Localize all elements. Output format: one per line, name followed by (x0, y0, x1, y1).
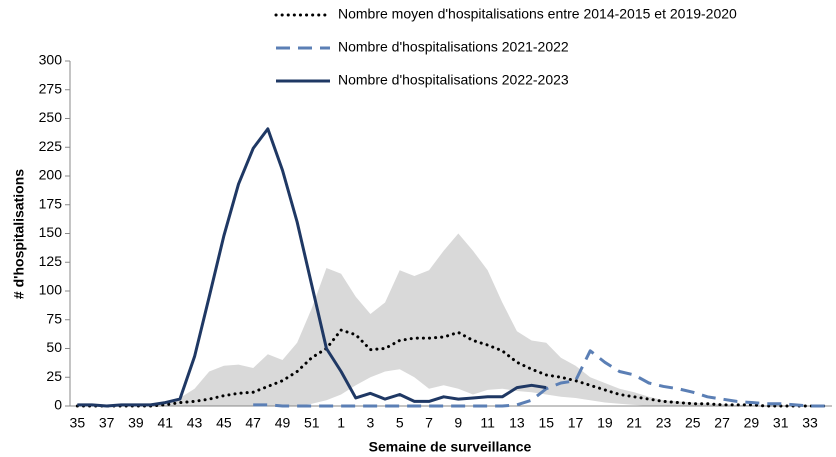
y-tick-label: 300 (39, 52, 63, 68)
x-tick-label: 31 (773, 415, 789, 431)
y-tick-label: 250 (39, 109, 63, 125)
x-tick-label: 41 (157, 415, 173, 431)
x-tick-label: 39 (128, 415, 144, 431)
x-tick-label: 19 (597, 415, 613, 431)
x-tick-label: 13 (509, 415, 525, 431)
x-tick-label: 7 (425, 415, 433, 431)
series-line (253, 349, 825, 408)
x-tick-label: 11 (480, 415, 495, 431)
x-tick-label: 5 (396, 415, 404, 431)
x-tick-label: 33 (802, 415, 818, 431)
legend-label: Nombre d'hospitalisations 2022-2023 (338, 72, 569, 88)
y-tick-label: 225 (39, 138, 63, 154)
x-tick-label: 51 (304, 415, 320, 431)
x-tick-label: 37 (99, 415, 115, 431)
x-tick-label: 17 (568, 415, 584, 431)
x-tick-label: 1 (337, 415, 345, 431)
y-tick-label: 0 (54, 397, 62, 413)
y-tick-label: 275 (39, 80, 63, 96)
range-band (77, 233, 825, 406)
x-tick-label: 21 (626, 415, 642, 431)
x-tick-label: 23 (656, 415, 672, 431)
x-tick-label: 47 (245, 415, 261, 431)
x-axis-label: Semaine de surveillance (369, 439, 532, 455)
y-tick-label: 25 (46, 368, 62, 384)
y-tick-label: 175 (39, 195, 63, 211)
x-tick-label: 3 (367, 415, 375, 431)
y-tick-label: 150 (39, 224, 63, 240)
x-tick-label: 45 (216, 415, 232, 431)
legend-label: Nombre moyen d'hospitalisations entre 20… (338, 6, 737, 22)
x-tick-label: 29 (744, 415, 760, 431)
x-tick-label: 25 (685, 415, 701, 431)
x-tick-label: 15 (538, 415, 554, 431)
y-tick-label: 75 (46, 310, 62, 326)
legend-label: Nombre d'hospitalisations 2021-2022 (338, 39, 569, 55)
y-tick-label: 200 (39, 167, 63, 183)
x-tick-label: 27 (714, 415, 730, 431)
y-tick-label: 50 (46, 339, 62, 355)
series-line (77, 127, 547, 408)
x-tick-label: 9 (454, 415, 462, 431)
x-tick-label: 43 (187, 415, 203, 431)
x-tick-label: 35 (70, 415, 86, 431)
y-tick-label: 100 (39, 282, 63, 298)
y-tick-label: 125 (39, 253, 63, 269)
x-tick-label: 49 (275, 415, 291, 431)
y-axis-label: # d'hospitalisations (11, 169, 27, 299)
